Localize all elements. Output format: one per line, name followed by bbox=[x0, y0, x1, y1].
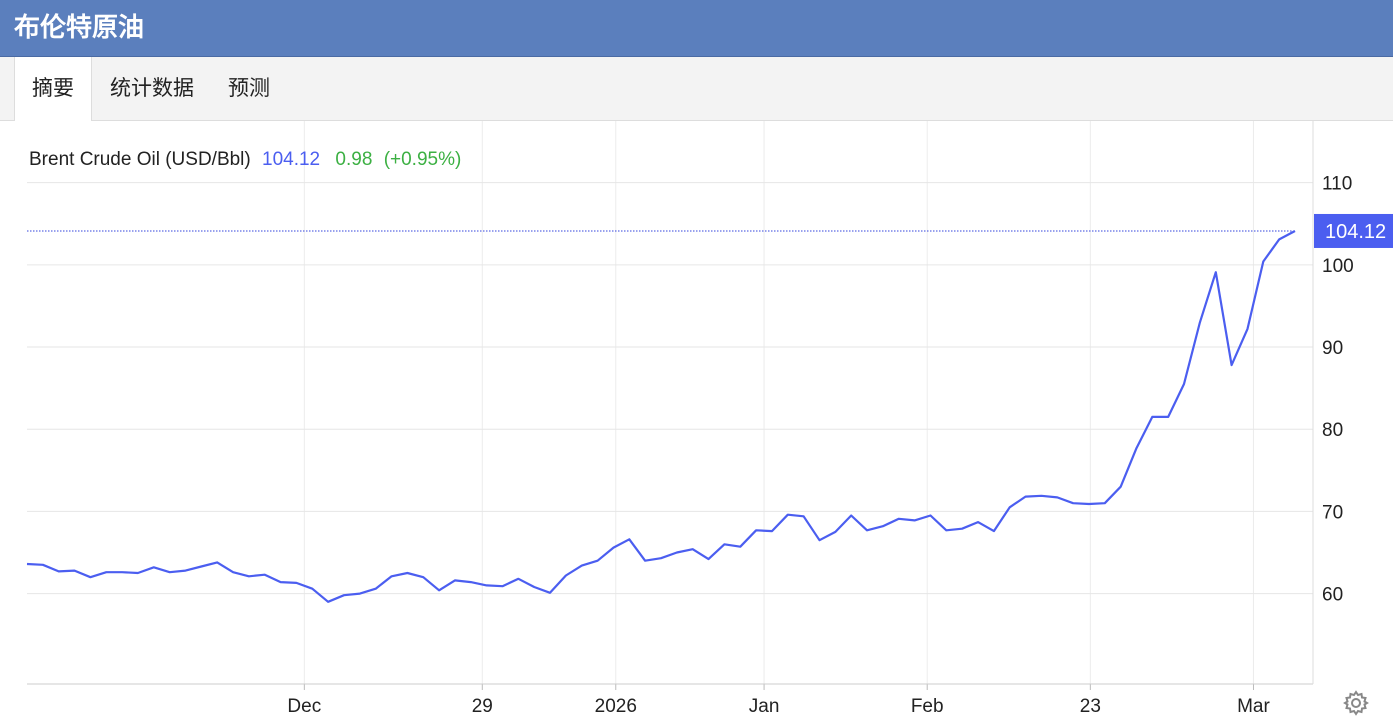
x-tick-labels: Dec 29 2026 Jan Feb 23 Mar bbox=[287, 696, 1270, 717]
x-tick-label: 23 bbox=[1080, 696, 1101, 717]
y-tick-label: 90 bbox=[1322, 338, 1343, 359]
title-bar: 布伦特原油 bbox=[0, 0, 1393, 57]
x-tick-label: Dec bbox=[287, 696, 321, 717]
legend-price: 104.12 bbox=[262, 149, 320, 170]
y-tick-label: 70 bbox=[1322, 502, 1343, 523]
vertical-gridlines bbox=[304, 121, 1253, 690]
legend-series-name: Brent Crude Oil (USD/Bbl) bbox=[29, 149, 251, 170]
x-tick-label: Mar bbox=[1237, 696, 1270, 717]
tab-statistics[interactable]: 统计数据 bbox=[98, 57, 206, 120]
x-tick-label: 2026 bbox=[595, 696, 637, 717]
y-tick-label: 60 bbox=[1322, 585, 1343, 606]
legend-change-percent: (+0.95%) bbox=[384, 149, 462, 170]
x-tick-label: Jan bbox=[749, 696, 780, 717]
series-line bbox=[27, 231, 1295, 602]
price-chart: 60 70 80 90 100 110 Dec 29 2026 Jan Feb 23 Mar 104.… bbox=[0, 121, 1393, 719]
y-tick-label: 110 bbox=[1322, 174, 1352, 195]
page-title: 布伦特原油 bbox=[14, 10, 144, 46]
tab-forecast[interactable]: 预测 bbox=[218, 57, 280, 120]
y-tick-label: 100 bbox=[1322, 256, 1354, 277]
last-value-label: 104.12 bbox=[1325, 221, 1386, 243]
chart-area: 60 70 80 90 100 110 Dec 29 2026 Jan Feb 23 Mar 104.… bbox=[0, 121, 1393, 719]
series-points bbox=[27, 231, 1295, 602]
gear-icon[interactable] bbox=[1343, 690, 1369, 716]
x-tick-label: Feb bbox=[911, 696, 944, 717]
legend-change: 0.98 bbox=[335, 149, 372, 170]
horizontal-gridlines bbox=[27, 183, 1313, 594]
y-tick-label: 80 bbox=[1322, 420, 1343, 441]
tab-bar: 摘要 统计数据 预测 bbox=[0, 57, 1393, 121]
tab-summary[interactable]: 摘要 bbox=[14, 57, 92, 121]
chart-legend: Brent Crude Oil (USD/Bbl) 104.12 0.98 (+… bbox=[29, 149, 461, 170]
x-tick-label: 29 bbox=[472, 696, 493, 717]
